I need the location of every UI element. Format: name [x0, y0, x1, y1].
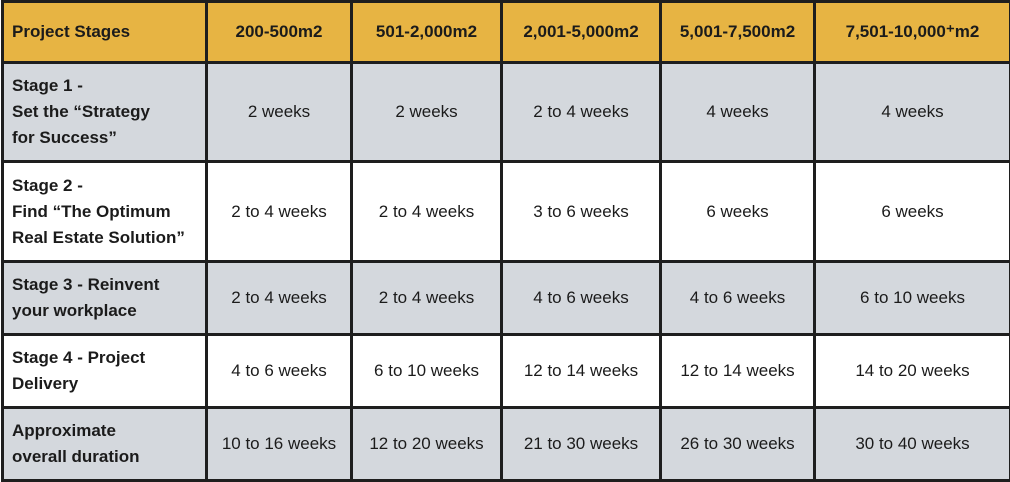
stage-line: Stage 1 -	[12, 73, 197, 99]
duration-cell: 6 to 10 weeks	[352, 335, 502, 408]
header-cell: 200-500m2	[207, 2, 352, 63]
duration-cell: 10 to 16 weeks	[207, 408, 352, 481]
duration-cell: 4 weeks	[661, 63, 815, 162]
header-cell: 5,001-7,500m2	[661, 2, 815, 63]
duration-cell: 12 to 20 weeks	[352, 408, 502, 481]
duration-cell: 6 weeks	[661, 162, 815, 262]
stage-line: Stage 4 - Project	[12, 345, 197, 371]
duration-cell: 14 to 20 weeks	[815, 335, 1010, 408]
duration-cell: 26 to 30 weeks	[661, 408, 815, 481]
duration-cell: 2 weeks	[207, 63, 352, 162]
duration-cell: 4 to 6 weeks	[207, 335, 352, 408]
duration-cell: 2 to 4 weeks	[207, 262, 352, 335]
duration-cell: 30 to 40 weeks	[815, 408, 1010, 481]
stage-line: overall duration	[12, 444, 197, 470]
header-cell: 7,501-10,000⁺m2	[815, 2, 1010, 63]
duration-cell: 4 to 6 weeks	[502, 262, 661, 335]
stage-line: Set the “Strategy	[12, 99, 197, 125]
duration-cell: 21 to 30 weeks	[502, 408, 661, 481]
stage-line: Stage 3 - Reinvent	[12, 272, 197, 298]
duration-cell: 4 weeks	[815, 63, 1010, 162]
duration-cell: 2 weeks	[352, 63, 502, 162]
stage-line: Stage 2 -	[12, 173, 197, 199]
stage-line: your workplace	[12, 298, 197, 324]
stage-line: Delivery	[12, 371, 197, 397]
stage-line: Approximate	[12, 418, 197, 444]
duration-cell: 6 weeks	[815, 162, 1010, 262]
stage-line: Find “The Optimum	[12, 199, 197, 225]
duration-cell: 4 to 6 weeks	[661, 262, 815, 335]
header-cell: 501-2,000m2	[352, 2, 502, 63]
duration-cell: 2 to 4 weeks	[207, 162, 352, 262]
header-cell: Project Stages	[3, 2, 207, 63]
duration-cell: 12 to 14 weeks	[661, 335, 815, 408]
duration-cell: 6 to 10 weeks	[815, 262, 1010, 335]
stage-line: for Success”	[12, 125, 197, 151]
duration-cell: 2 to 4 weeks	[352, 262, 502, 335]
duration-cell: 12 to 14 weeks	[502, 335, 661, 408]
duration-cell: 2 to 4 weeks	[352, 162, 502, 262]
duration-cell: 2 to 4 weeks	[502, 63, 661, 162]
header-cell: 2,001-5,000m2	[502, 2, 661, 63]
duration-cell: 3 to 6 weeks	[502, 162, 661, 262]
stage-line: Real Estate Solution”	[12, 225, 197, 251]
